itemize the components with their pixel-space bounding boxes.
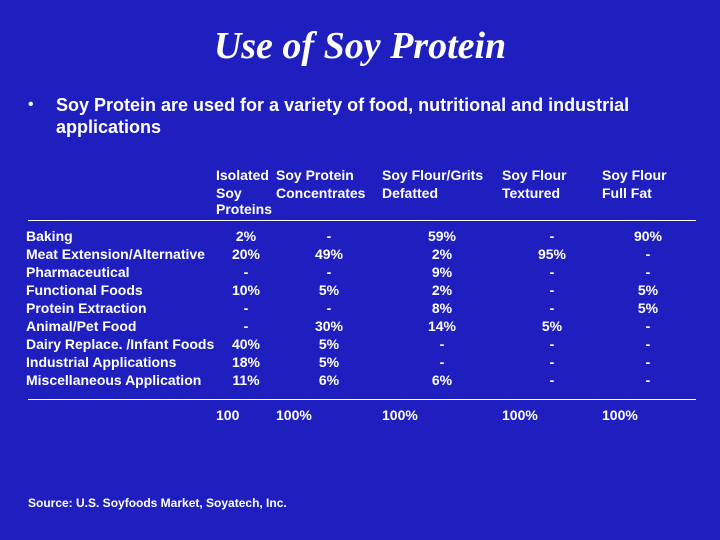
hdr-c1b: Soy Proteins [216, 184, 276, 218]
table-cell: - [602, 371, 694, 389]
table-cell: Animal/Pet Food [26, 317, 216, 335]
slide-title: Use of Soy Protein [28, 24, 692, 68]
table-cell: - [502, 335, 602, 353]
table-cell: - [276, 227, 382, 245]
slide: Use of Soy Protein • Soy Protein are use… [0, 0, 720, 540]
hdr-c3a: Soy Flour/Grits [382, 166, 502, 184]
hdr-c5a: Soy Flour [602, 166, 694, 184]
table-row: Meat Extension/Alternative20%49%2%95%- [26, 245, 694, 263]
table-cell: 11% [216, 371, 276, 389]
total-c2: 100% [276, 406, 382, 424]
hdr-c3b: Defatted [382, 184, 502, 218]
table-cell: - [276, 263, 382, 281]
source-text: Source: U.S. Soyfoods Market, Soyatech, … [28, 496, 287, 510]
table-cell: 6% [382, 371, 502, 389]
hdr-c2b: Concentrates [276, 184, 382, 218]
hdr-c4a: Soy Flour [502, 166, 602, 184]
table-cell: - [276, 299, 382, 317]
table-cell: 5% [502, 317, 602, 335]
table-cell: 20% [216, 245, 276, 263]
table-cell: 49% [276, 245, 382, 263]
total-c3: 100% [382, 406, 502, 424]
table-cell: - [382, 353, 502, 371]
table-cell: 95% [502, 245, 602, 263]
table-cell: Miscellaneous Application [26, 371, 216, 389]
table-cell: 40% [216, 335, 276, 353]
table-cell: Meat Extension/Alternative [26, 245, 216, 263]
table-cell: - [502, 227, 602, 245]
table-row: Protein Extraction--8%-5% [26, 299, 694, 317]
table-row: Dairy Replace. /Infant Foods40%5%--- [26, 335, 694, 353]
hdr-c2a: Soy Protein [276, 166, 382, 184]
table-cell: 90% [602, 227, 694, 245]
table-cell: 9% [382, 263, 502, 281]
table-cell: 2% [216, 227, 276, 245]
table-cell: 30% [276, 317, 382, 335]
table-cell: 59% [382, 227, 502, 245]
total-c5: 100% [602, 406, 694, 424]
data-table-body: Baking2%-59%-90%Meat Extension/Alternati… [26, 227, 694, 389]
table-cell: 5% [276, 353, 382, 371]
hdr-c4b: Textured [502, 184, 602, 218]
table-row: Functional Foods10%5%2%-5% [26, 281, 694, 299]
table-cell: - [602, 335, 694, 353]
table-row: Baking2%-59%-90% [26, 227, 694, 245]
table-cell: 10% [216, 281, 276, 299]
table-cell: 2% [382, 281, 502, 299]
table-cell: - [602, 353, 694, 371]
table-row: Industrial Applications18%5%--- [26, 353, 694, 371]
table-cell: - [502, 353, 602, 371]
table-cell: Protein Extraction [26, 299, 216, 317]
table-cell: 6% [276, 371, 382, 389]
table-cell: - [216, 263, 276, 281]
table-cell: 8% [382, 299, 502, 317]
divider-bottom [28, 399, 696, 400]
table-cell: 18% [216, 353, 276, 371]
totals-row: 100 100% 100% 100% 100% [26, 406, 694, 424]
table-cell: - [382, 335, 502, 353]
table-cell: 2% [382, 245, 502, 263]
hdr-c5b: Full Fat [602, 184, 694, 218]
table-cell: - [602, 263, 694, 281]
total-c1: 100 [216, 406, 276, 424]
table-cell: - [502, 263, 602, 281]
bullet-marker: • [28, 94, 56, 116]
table-cell: Industrial Applications [26, 353, 216, 371]
table-cell: - [216, 299, 276, 317]
table-cell: - [602, 245, 694, 263]
table-cell: 5% [602, 281, 694, 299]
table-row: Miscellaneous Application11%6%6%-- [26, 371, 694, 389]
divider-top [28, 220, 696, 221]
table-cell: 5% [276, 281, 382, 299]
table-cell: 5% [276, 335, 382, 353]
bullet-row: • Soy Protein are used for a variety of … [28, 94, 692, 138]
table-cell: 14% [382, 317, 502, 335]
table-cell: - [216, 317, 276, 335]
bullet-text: Soy Protein are used for a variety of fo… [56, 94, 692, 138]
table-row: Animal/Pet Food-30%14%5%- [26, 317, 694, 335]
totals-table: 100 100% 100% 100% 100% [26, 406, 694, 424]
table-cell: Dairy Replace. /Infant Foods [26, 335, 216, 353]
table-cell: 5% [602, 299, 694, 317]
table-cell: Pharmaceutical [26, 263, 216, 281]
total-c4: 100% [502, 406, 602, 424]
table-cell: - [502, 371, 602, 389]
hdr-c1a: Isolated [216, 166, 276, 184]
table-cell: - [502, 281, 602, 299]
table-cell: Functional Foods [26, 281, 216, 299]
data-table: Isolated Soy Protein Soy Flour/Grits Soy… [26, 166, 694, 218]
table-header-row-2: Soy Proteins Concentrates Defatted Textu… [26, 184, 694, 218]
table-cell: Baking [26, 227, 216, 245]
table-cell: - [502, 299, 602, 317]
table-row: Pharmaceutical--9%-- [26, 263, 694, 281]
table-header-row-1: Isolated Soy Protein Soy Flour/Grits Soy… [26, 166, 694, 184]
table-cell: - [602, 317, 694, 335]
